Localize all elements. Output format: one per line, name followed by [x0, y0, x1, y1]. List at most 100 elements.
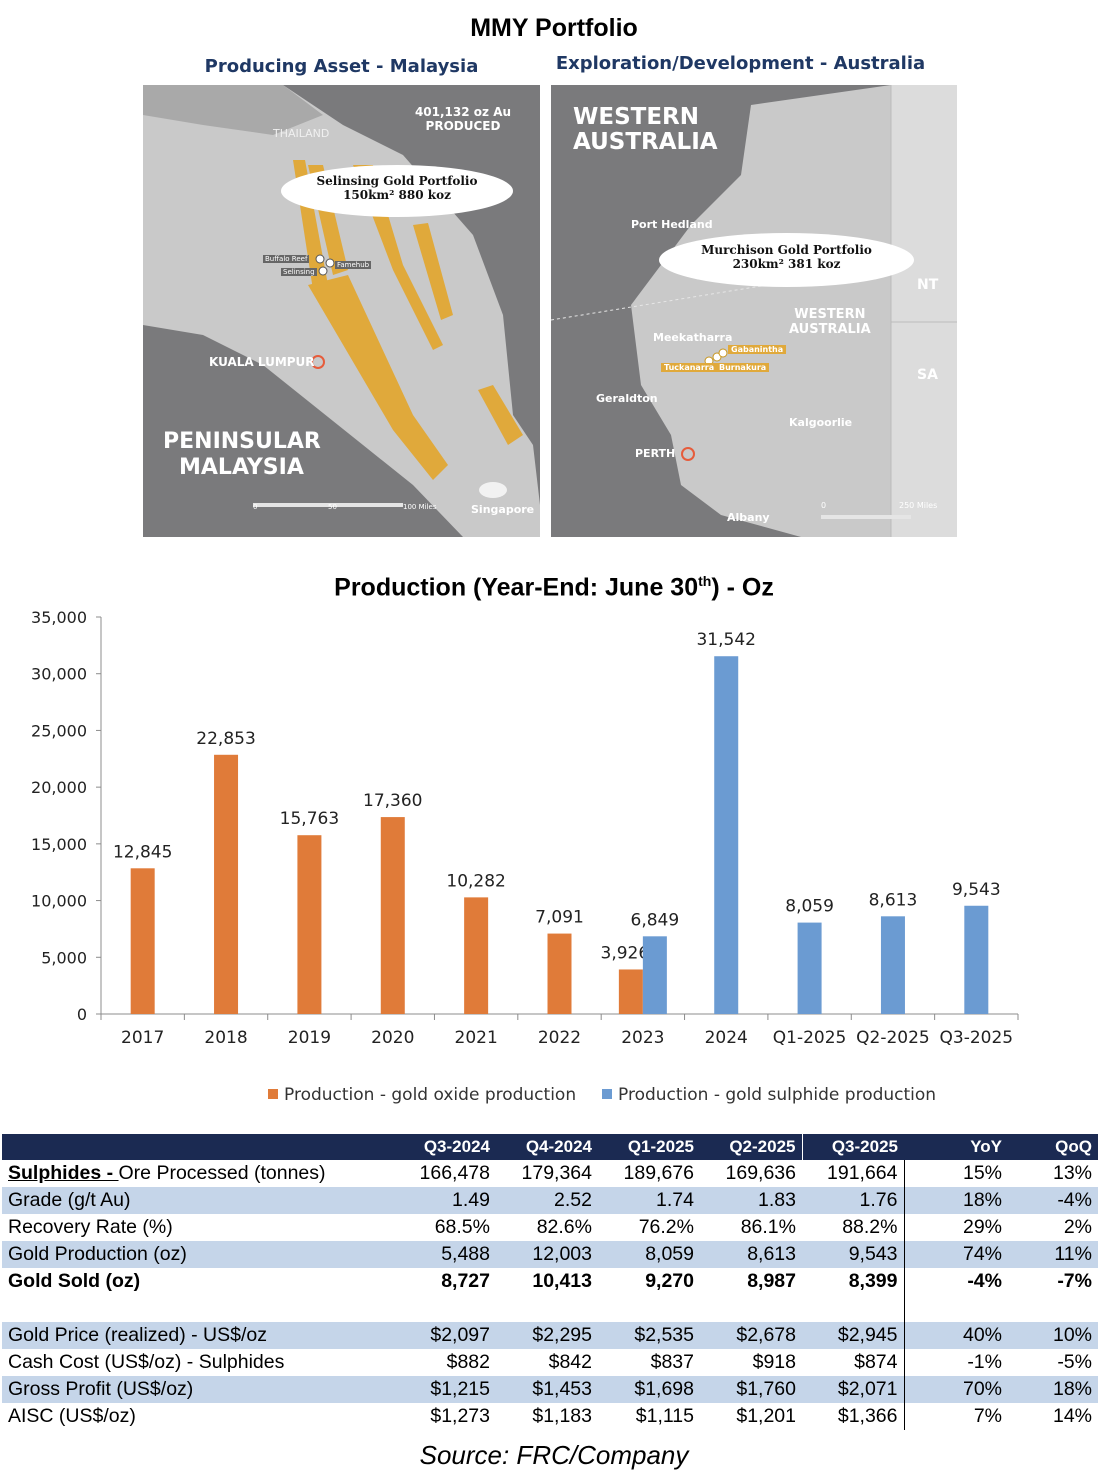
table-cell: $1,115: [635, 1405, 694, 1427]
perth-label: PERTH: [635, 447, 676, 460]
x-tick-label: 2022: [538, 1028, 581, 1048]
inner-australia-label: AUSTRALIA: [789, 322, 871, 337]
table-cell: 10,413: [532, 1270, 592, 1292]
table-cell: 68.5%: [434, 1216, 490, 1238]
row-label-prefix: Sulphides -: [8, 1162, 119, 1184]
row-label-text: Gold Sold (oz): [8, 1270, 141, 1292]
oxide-bar: [618, 969, 643, 1014]
table-cell: 76.2%: [638, 1216, 694, 1238]
y-tick-label: 0: [77, 1005, 87, 1024]
table-row: Gold Price (realized) - US$/oz $2,097 $2,2…: [2, 1322, 1098, 1349]
table-cell: $1,453: [496, 1376, 598, 1403]
sulphide-data-label: 9,543: [952, 880, 1001, 900]
table-row: [2, 1295, 1098, 1322]
y-tick-label: 10,000: [31, 892, 87, 911]
x-tick-label: Q3-2025: [940, 1028, 1014, 1048]
table-cell: 8,987: [747, 1270, 796, 1292]
table-cell: [700, 1295, 802, 1322]
table-row: AISC (US$/oz) $1,273 $1,183 $1,115 $1,201 $1,…: [2, 1403, 1098, 1430]
legend-oxide: Production - gold oxide production: [268, 1085, 576, 1105]
table-cell: 7%: [973, 1405, 1002, 1427]
table-cell: $918: [752, 1351, 796, 1373]
table-cell: 8,727: [441, 1270, 490, 1292]
scale-end: 100 Miles: [403, 503, 437, 511]
sulphide-data-label: 31,542: [696, 630, 755, 650]
table-cell: -1%: [967, 1351, 1002, 1373]
sa-label: SA: [917, 367, 938, 383]
table-row: Gross Profit (US$/oz) $1,215 $1,453 $1,698 $…: [2, 1376, 1098, 1403]
table-cell: $1,698: [598, 1376, 700, 1403]
table-cell: $2,295: [496, 1322, 598, 1349]
table-header-row: Q3-2024 Q4-2024 Q1-2025 Q2-2025 Q3-2025 …: [2, 1134, 1098, 1160]
table-cell: $2,945: [802, 1322, 905, 1349]
x-tick-label: 2019: [288, 1028, 331, 1048]
table-header: Q2-2025: [729, 1137, 796, 1156]
oxide-data-label: 22,853: [196, 729, 255, 749]
row-label: Grade (g/t Au): [2, 1187, 394, 1214]
table-cell: [904, 1295, 1008, 1322]
murchison-callout: Murchison Gold Portfolio 230km² 381 koz: [659, 233, 914, 287]
table-cell: $882: [446, 1351, 490, 1373]
production-bar-chart: 0 5,000 10,000 15,000 20,000 25,000 30,000 35,0…: [31, 608, 1019, 1048]
site-famehub: Famehub: [335, 261, 372, 269]
australia-map-heading: Exploration/Development - Australia: [555, 53, 926, 74]
page-title: MMY Portfolio: [470, 14, 638, 42]
sulphide-bar: [797, 922, 822, 1014]
table-cell: 74%: [904, 1241, 1008, 1268]
oxide-bar: [130, 868, 155, 1014]
western-label: WESTERN: [573, 104, 700, 130]
oxide-data-label: 7,091: [535, 908, 584, 928]
row-label-text: Grade (g/t Au): [8, 1189, 131, 1211]
table-row: Grade (g/t Au) 1.49 2.52 1.74 1.83 1.76 18% -4%: [2, 1187, 1098, 1214]
albany-label: Albany: [727, 511, 770, 524]
table-cell: $837: [650, 1351, 694, 1373]
table-cell: 14%: [1052, 1405, 1092, 1427]
site-buffalo-reef: Buffalo Reef: [263, 255, 310, 263]
sulphide-bar: [964, 905, 989, 1014]
table-cell: 191,664: [802, 1160, 905, 1187]
row-label-text: Gross Profit (US$/oz): [8, 1378, 194, 1400]
source-note: Source: FRC/Company: [419, 1440, 689, 1470]
oxide-data-label: 12,845: [113, 842, 172, 862]
oxide-bar: [464, 897, 489, 1014]
singapore-label: Singapore: [471, 503, 535, 516]
row-label-text: Gold Production (oz): [8, 1243, 187, 1265]
table-cell: $2,071: [802, 1376, 905, 1403]
table-cell: 8,059: [598, 1241, 700, 1268]
legend-oxide-swatch: [268, 1089, 278, 1099]
site-gabanintha: Gabanintha: [728, 345, 787, 354]
table-cell: 11%: [1008, 1241, 1098, 1268]
table-row: Cash Cost (US$/oz) - Sulphides $882 $842 $8…: [2, 1349, 1098, 1376]
table-row: Recovery Rate (%) 68.5% 82.6% 76.2% 86.1% 88.…: [2, 1214, 1098, 1241]
geraldton-label: Geraldton: [596, 392, 658, 405]
table-header: Q3-2024: [423, 1137, 490, 1156]
australia-map-graphic: [551, 85, 957, 537]
table-cell: 2%: [1063, 1216, 1092, 1238]
oxide-bar: [297, 835, 322, 1014]
sulphide-bar: [880, 916, 905, 1014]
y-tick-label: 25,000: [31, 721, 87, 740]
table-cell: 13%: [1052, 1162, 1092, 1184]
table-header: YoY: [970, 1137, 1002, 1156]
x-tick-label: 2024: [705, 1028, 748, 1048]
chart-title-end: ) - Oz: [711, 573, 774, 602]
table-cell: [802, 1295, 905, 1322]
x-tick-label: 2021: [455, 1028, 498, 1048]
table-cell: 10%: [1008, 1322, 1098, 1349]
table-cell: 86.1%: [740, 1216, 796, 1238]
kalgoorlie-label: Kalgoorlie: [789, 416, 853, 429]
table-cell: 189,676: [623, 1162, 695, 1184]
table-cell: $2,678: [700, 1322, 802, 1349]
x-tick-label: 2017: [121, 1028, 164, 1048]
row-label: Recovery Rate (%): [2, 1214, 394, 1241]
callout-title: Murchison Gold Portfolio: [701, 243, 872, 257]
table-cell: 8,399: [802, 1268, 905, 1295]
produced-label: PRODUCED: [425, 119, 501, 133]
row-label: Gold Production (oz): [2, 1241, 394, 1268]
y-tick-label: 30,000: [31, 665, 87, 684]
table-header: QoQ: [1055, 1137, 1092, 1156]
scale-zero: 0: [253, 503, 258, 511]
y-tick-label: 5,000: [41, 948, 87, 967]
x-tick-label: 2023: [621, 1028, 664, 1048]
row-label: Gold Sold (oz): [2, 1268, 394, 1295]
